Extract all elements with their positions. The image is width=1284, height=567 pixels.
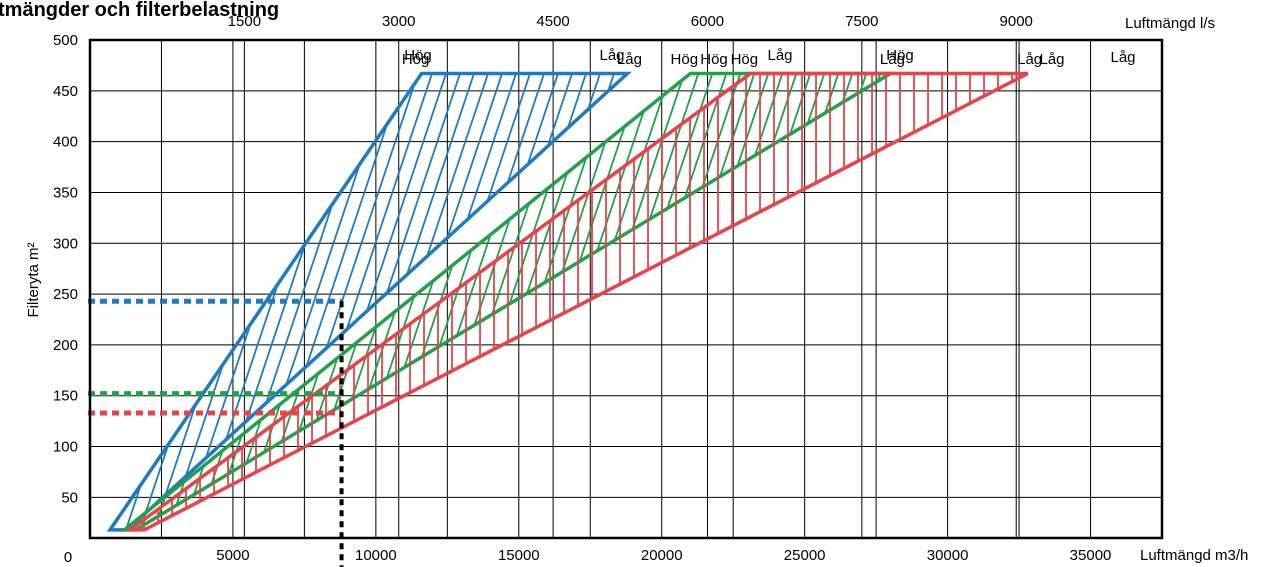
extra-annotation-label: Hög — [700, 51, 728, 68]
x-tick-label-top: 3000 — [382, 13, 415, 30]
x-tick-label-top: 4500 — [536, 13, 569, 30]
series-0-top-label: Låg — [617, 51, 642, 68]
series-2-top-label: Låg — [1017, 51, 1042, 68]
x-tick-label-bottom: 5000 — [216, 547, 249, 564]
extra-annotation-label: Låg — [599, 47, 624, 64]
grid-lines — [90, 39, 1162, 538]
y-tick-label: 200 — [53, 337, 78, 354]
extra-annotation-label: Låg — [1110, 49, 1135, 66]
reference-lines — [88, 298, 344, 567]
series-0-top-label: Hög — [402, 51, 430, 68]
extra-annotation-label: Låg — [1039, 51, 1064, 68]
series-1-top-label: Låg — [880, 51, 905, 68]
x-tick-label-bottom: 10000 — [355, 547, 397, 564]
x-tick-label-top: 9000 — [1000, 13, 1033, 30]
x-tick-label-top: 7500 — [845, 13, 878, 30]
y-axis-label: Filteryta m² — [25, 242, 42, 317]
series-1-top-label: Hög — [671, 51, 699, 68]
y-tick-label: 500 — [53, 32, 78, 49]
x-tick-label-bottom: 15000 — [498, 547, 540, 564]
y-tick-label: 350 — [53, 184, 78, 201]
y-tick-label: 450 — [53, 83, 78, 100]
x-tick-label-bottom: 30000 — [927, 547, 969, 564]
y-tick-label: 100 — [53, 439, 78, 456]
extra-annotation-label: Hög — [886, 47, 914, 64]
y-tick-label: 400 — [53, 134, 78, 151]
top-axis-label: Luftmängd l/s — [1125, 15, 1215, 32]
chart-title: tmängder och filterbelastning — [0, 0, 279, 21]
y-tick-label: 250 — [53, 286, 78, 303]
y-tick-label: 300 — [53, 235, 78, 252]
x-tick-label-bottom: 35000 — [1070, 547, 1112, 564]
extra-annotation-label: Låg — [767, 47, 792, 64]
x-tick-label-bottom: 20000 — [641, 547, 683, 564]
x-tick-label-top: 1500 — [228, 13, 261, 30]
tick-labels: 50 100 150 200 250 300 350 400 450 500 5000 10000 15… — [53, 13, 1111, 564]
bottom-axis-label: Luftmängd m3/h — [1140, 547, 1248, 564]
series-0-outline — [106, 71, 632, 532]
y-tick-label: 150 — [53, 388, 78, 405]
plot-frame — [88, 38, 1164, 540]
y-tick-label: 50 — [61, 489, 78, 506]
series-2-outline — [124, 71, 1029, 532]
x-tick-label-top: 6000 — [691, 13, 724, 30]
extra-annotation-label: Hög — [404, 47, 432, 64]
x-tick-label-bottom: 25000 — [784, 547, 826, 564]
series-2-top-label: Hög — [731, 51, 759, 68]
plot-border — [88, 38, 1164, 540]
bottom-axis-origin-label: 0 — [64, 549, 72, 566]
